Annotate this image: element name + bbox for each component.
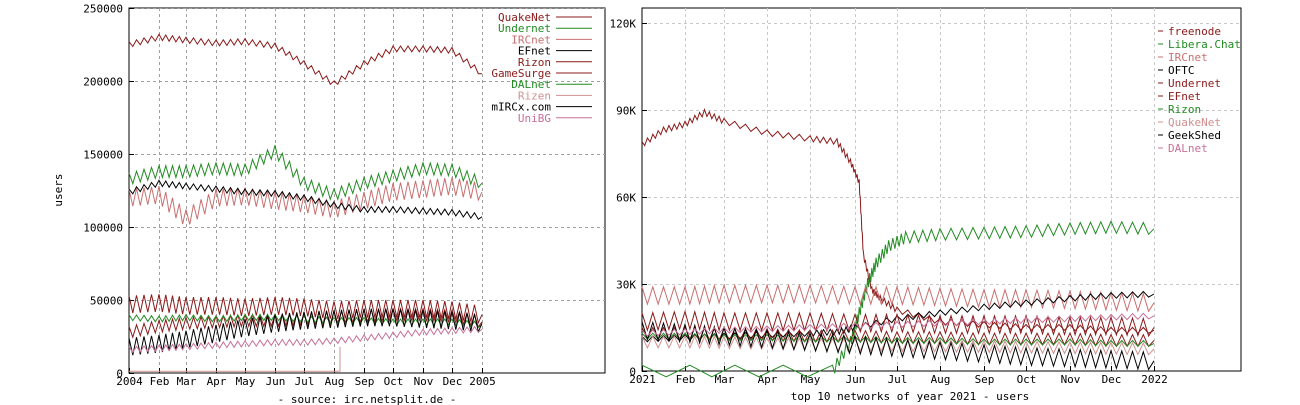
x-tick-label: Nov — [1061, 373, 1081, 386]
x-tick-label: Mar — [177, 375, 197, 388]
x-tick-label: Feb — [676, 373, 696, 386]
plot-frame — [641, 7, 1242, 372]
legend-label-mircx-com: mIRCx.com — [491, 101, 551, 114]
x-tick-label: Dec — [443, 375, 463, 388]
y-tick-label: 60K — [616, 192, 636, 205]
legend-label-efnet: EFnet — [1168, 90, 1201, 103]
chart-source-note: - source: irc.netsplit.de - — [278, 393, 457, 405]
y-tick-label: 30K — [616, 279, 636, 292]
x-tick-label: Jun — [266, 375, 286, 388]
legend-label-undernet: Undernet — [1168, 77, 1221, 90]
series-line-unibg — [128, 325, 483, 354]
x-tick-label: Mar — [715, 373, 735, 386]
legend-label-libera-chat: Libera.Chat — [1168, 38, 1241, 51]
legend-label-dalnet: DALnet — [1168, 142, 1208, 155]
legend-label-dalnet: DALnet — [511, 78, 551, 91]
y-tick-label: 100000 — [83, 222, 123, 235]
x-tick-label: Jul — [295, 375, 315, 388]
x-tick-label: Sep — [975, 373, 995, 386]
series-line-gamesurge — [128, 294, 483, 325]
series-line-rizen — [129, 346, 341, 372]
y-tick-label: 50000 — [90, 295, 123, 308]
y-tick-label: 200000 — [83, 76, 123, 89]
legend-label-gamesurge: GameSurge — [491, 67, 551, 80]
series-line-undernet — [128, 145, 483, 201]
legend-label-freenode: freenode — [1168, 25, 1221, 38]
series-line-ircnet — [128, 177, 483, 225]
chart-2004-networks: 0 50000 100000 150000 200000 250000 2004 Feb Mar… — [52, 3, 606, 405]
y-axis-label: users — [52, 173, 65, 206]
chart-title: top 10 networks of year 2021 - users — [791, 390, 1029, 403]
series-line-dalnet — [128, 313, 483, 329]
legend-label-geekshed: GeekShed — [1168, 129, 1221, 142]
series-line-ircnet — [641, 283, 1155, 313]
x-tick-label: Aug — [325, 375, 345, 388]
legend-label-rizon: Rizon — [1168, 103, 1201, 116]
y-tick-label: 120K — [610, 18, 637, 31]
legend-label-efnet: EFnet — [518, 45, 551, 58]
x-tick-label: Apr — [758, 373, 778, 386]
x-tick-label: Oct — [384, 375, 404, 388]
x-tick-label: Apr — [207, 375, 227, 388]
x-tick-label: Oct — [1017, 373, 1037, 386]
legend-label-oftc: OFTC — [1168, 64, 1195, 77]
series-line-dalnet — [641, 312, 1155, 337]
x-tick-label: 2021 — [629, 373, 656, 386]
legend-label-unibg: UniBG — [518, 112, 551, 125]
x-tick-label: May — [236, 375, 256, 388]
x-tick-label: Sep — [355, 375, 375, 388]
legend-label-ircnet: IRCnet — [1168, 51, 1208, 64]
x-tick-label: Nov — [414, 375, 434, 388]
y-tick-label: 0 — [116, 368, 123, 381]
x-tick-label: 2022 — [1141, 373, 1168, 386]
legend-label-rizen: Rizen — [518, 89, 551, 102]
x-tick-label: Dec — [1102, 373, 1122, 386]
legend-label-quakenet: QuakeNet — [1168, 116, 1221, 129]
series-line-quakenet — [128, 33, 482, 86]
x-tick-label: Jun — [846, 373, 866, 386]
legend-label-rizon: Rizon — [518, 56, 551, 69]
series-line-mircx-com — [128, 308, 483, 356]
series-line-efnet — [128, 179, 483, 220]
series-line-efnet — [641, 309, 1155, 338]
y-tick-label: 150000 — [83, 149, 123, 162]
x-tick-label: Aug — [931, 373, 951, 386]
x-tick-label: Feb — [150, 375, 170, 388]
legend-label-ircnet: IRCnet — [511, 33, 551, 46]
x-tick-label: 2005 — [469, 375, 496, 388]
y-tick-label: 90K — [616, 105, 636, 118]
x-tick-label: Jul — [888, 373, 908, 386]
series-line-freenode — [641, 108, 1155, 334]
y-tick-label: 250000 — [83, 3, 123, 16]
y-tick-label: 0 — [629, 366, 636, 379]
legend-label-undernet: Undernet — [498, 22, 551, 35]
legend-label-quakenet: QuakeNet — [498, 11, 551, 24]
x-tick-label: 2004 — [116, 375, 143, 388]
